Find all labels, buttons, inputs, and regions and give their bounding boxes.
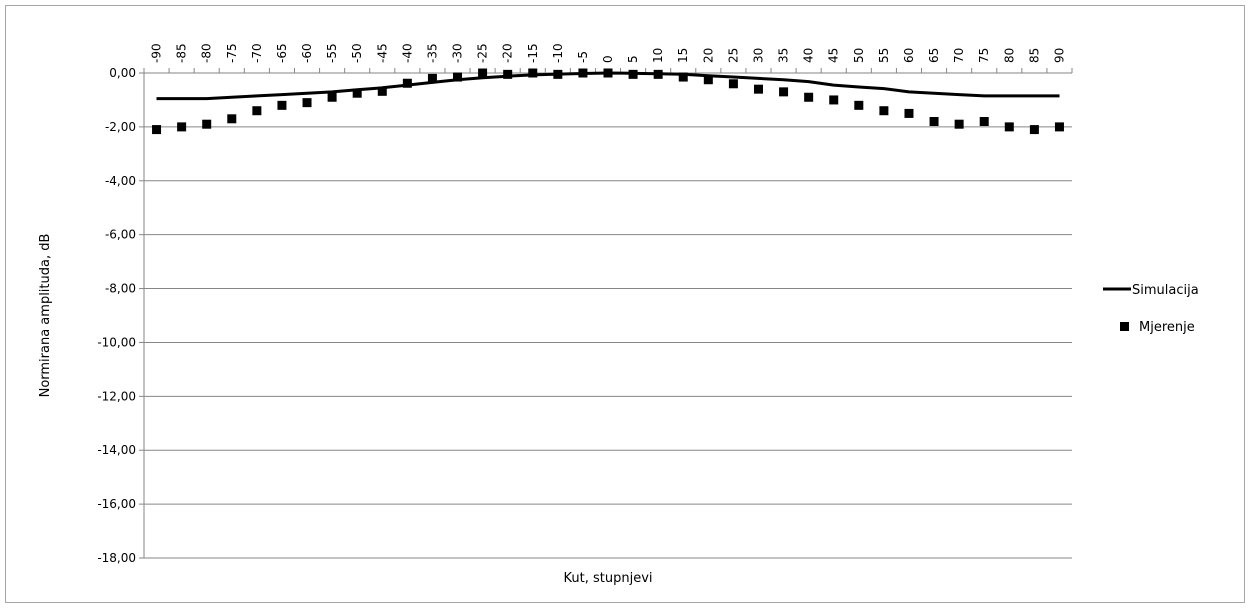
data-point-mjerenje bbox=[402, 78, 412, 88]
x-tick-label: -15 bbox=[526, 43, 540, 63]
x-tick-label: 35 bbox=[777, 48, 791, 63]
data-point-mjerenje bbox=[478, 68, 488, 78]
data-point-mjerenje bbox=[829, 95, 839, 105]
x-tick-label: -30 bbox=[451, 43, 465, 63]
y-axis-ticks: 0,00 -2,00 -4,00 -6,00 -8,00 -10,00 -12,00 -14,… bbox=[97, 66, 136, 565]
data-point-mjerenje bbox=[352, 88, 362, 98]
y-tick-label: -12,00 bbox=[97, 389, 136, 403]
x-tick-label: -10 bbox=[551, 43, 565, 63]
x-tick-label: 20 bbox=[701, 48, 715, 63]
x-tick-label: -80 bbox=[200, 43, 214, 63]
data-point-mjerenje bbox=[302, 98, 312, 108]
data-point-mjerenje bbox=[503, 69, 513, 79]
legend-label-mjerenje: Mjerenje bbox=[1139, 320, 1195, 335]
data-point-mjerenje bbox=[678, 72, 688, 82]
x-tick-label: 10 bbox=[651, 48, 665, 63]
data-point-mjerenje bbox=[979, 117, 989, 126]
data-point-mjerenje bbox=[628, 69, 638, 79]
x-tick-label: -75 bbox=[225, 43, 239, 63]
x-tick-label: 30 bbox=[751, 48, 765, 63]
y-tick-label: -2,00 bbox=[105, 120, 136, 134]
y-tick-label: -8,00 bbox=[105, 282, 136, 296]
x-tick-label: 85 bbox=[1027, 48, 1041, 63]
y-tick-label: -18,00 bbox=[97, 551, 136, 565]
y-tick-label: 0,00 bbox=[109, 66, 136, 80]
x-tick-label: 25 bbox=[726, 48, 740, 63]
x-tick-label: 55 bbox=[877, 48, 891, 63]
data-point-mjerenje bbox=[753, 84, 763, 94]
y-axis-label: Normirana amplituda, dB bbox=[38, 234, 53, 398]
data-point-mjerenje bbox=[177, 122, 187, 132]
x-tick-label: -45 bbox=[375, 43, 389, 63]
x-tick-label: 5 bbox=[626, 55, 640, 63]
x-tick-label: 60 bbox=[902, 48, 916, 63]
x-tick-label: -25 bbox=[476, 43, 490, 63]
line-chart: 0,00 -2,00 -4,00 -6,00 -8,00 -10,00 -12,00 -14,… bbox=[38, 43, 1199, 586]
x-tick-label: -50 bbox=[350, 43, 364, 63]
data-point-mjerenje bbox=[227, 114, 237, 124]
x-tick-label: 0 bbox=[601, 55, 615, 63]
x-tick-label: -60 bbox=[300, 43, 314, 63]
data-point-mjerenje bbox=[277, 100, 287, 110]
x-tick-label: -90 bbox=[150, 43, 164, 63]
data-point-mjerenje bbox=[703, 75, 713, 85]
y-tick-label: -14,00 bbox=[97, 443, 136, 457]
legend-label-simulacija: Simulacija bbox=[1132, 283, 1199, 298]
x-tick-label: 90 bbox=[1052, 48, 1066, 63]
x-axis-label: Kut, stupnjevi bbox=[564, 571, 653, 586]
data-point-mjerenje bbox=[1054, 122, 1064, 132]
series-mjerenje bbox=[152, 68, 1064, 135]
data-point-mjerenje bbox=[453, 72, 463, 82]
data-point-mjerenje bbox=[252, 106, 262, 116]
x-tick-label: 70 bbox=[952, 48, 966, 63]
y-tick-label: -16,00 bbox=[97, 497, 136, 511]
x-tick-label: -85 bbox=[175, 43, 189, 63]
data-point-mjerenje bbox=[377, 86, 387, 96]
data-point-mjerenje bbox=[653, 69, 663, 79]
legend-marker-swatch bbox=[1120, 322, 1129, 331]
x-tick-label: 50 bbox=[852, 48, 866, 63]
y-tick-label: -4,00 bbox=[105, 174, 136, 188]
data-point-mjerenje bbox=[779, 87, 789, 97]
x-tick-label: -40 bbox=[400, 43, 414, 63]
gridlines bbox=[139, 68, 1073, 559]
x-tick-label: -55 bbox=[325, 43, 339, 63]
data-point-mjerenje bbox=[1029, 125, 1039, 135]
data-point-mjerenje bbox=[929, 117, 939, 126]
data-point-mjerenje bbox=[904, 108, 914, 118]
y-tick-label: -6,00 bbox=[105, 228, 136, 242]
x-tick-label: 65 bbox=[927, 48, 941, 63]
x-tick-label: 75 bbox=[977, 48, 991, 63]
x-tick-label: -35 bbox=[425, 43, 439, 63]
x-axis-ticks: -90 -85 -80 -75 -70 -65 -60 -55 -50 -45 -40 -35 -30-… bbox=[150, 43, 1067, 63]
x-tick-label: 15 bbox=[676, 48, 690, 63]
data-point-mjerenje bbox=[327, 92, 337, 102]
x-tick-label: -20 bbox=[501, 43, 515, 63]
data-point-mjerenje bbox=[528, 68, 538, 78]
x-tick-label: 45 bbox=[827, 48, 841, 63]
data-point-mjerenje bbox=[854, 100, 864, 110]
chart-frame: 0,00 -2,00 -4,00 -6,00 -8,00 -10,00 -12,00 -14,… bbox=[5, 5, 1245, 603]
x-tick-label: -70 bbox=[250, 43, 264, 63]
data-point-mjerenje bbox=[1004, 122, 1014, 132]
data-point-mjerenje bbox=[427, 73, 437, 83]
x-tick-label: -5 bbox=[576, 51, 590, 63]
x-tick-label: -65 bbox=[275, 43, 289, 63]
y-tick-label: -10,00 bbox=[97, 335, 136, 349]
data-point-mjerenje bbox=[804, 92, 814, 102]
data-point-mjerenje bbox=[603, 68, 613, 78]
data-point-mjerenje bbox=[879, 106, 889, 116]
data-point-mjerenje bbox=[152, 125, 162, 135]
data-point-mjerenje bbox=[202, 119, 212, 129]
data-point-mjerenje bbox=[553, 69, 563, 79]
x-tick-label: 80 bbox=[1002, 48, 1016, 63]
x-tick-label: 40 bbox=[802, 48, 816, 63]
data-point-mjerenje bbox=[954, 119, 964, 129]
data-point-mjerenje bbox=[728, 79, 738, 89]
legend: Simulacija Mjerenje bbox=[1103, 283, 1199, 335]
data-point-mjerenje bbox=[578, 68, 588, 78]
